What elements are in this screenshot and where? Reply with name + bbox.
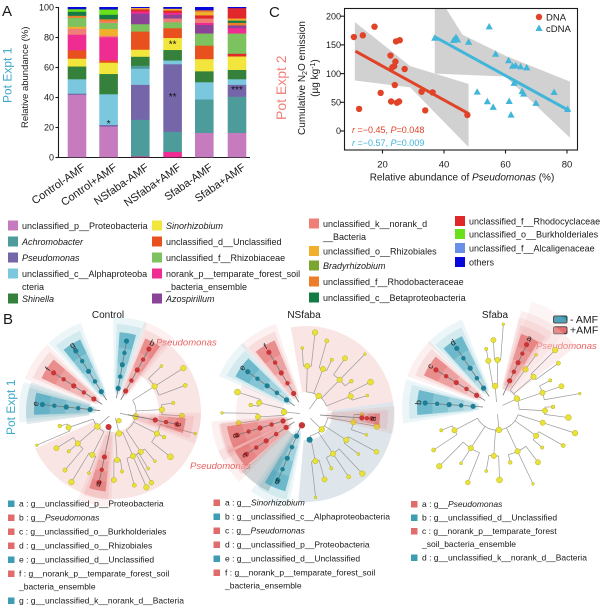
svg-text:a: a bbox=[368, 416, 378, 422]
svg-text:r =−0.45, P=0.048: r =−0.45, P=0.048 bbox=[352, 125, 424, 135]
svg-text:a : g__Sinorhizobium: a : g__Sinorhizobium bbox=[225, 498, 305, 508]
svg-text:g : g__unclassified_k__norank_: g : g__unclassified_k__norank_d__Bacteri… bbox=[19, 596, 184, 606]
svg-text:_bacteria_ensemble: _bacteria_ensemble bbox=[18, 582, 96, 592]
svg-text:f : g__norank_p__temparate_for: f : g__norank_p__temparate_forest_soil bbox=[19, 569, 169, 579]
svg-text:Sinorhizobium: Sinorhizobium bbox=[166, 221, 224, 231]
svg-text:20: 20 bbox=[44, 123, 54, 133]
svg-text:Achromobacter: Achromobacter bbox=[21, 237, 84, 247]
svg-text:60: 60 bbox=[44, 63, 54, 73]
svg-text:r =−0.57, P=0.009: r =−0.57, P=0.009 bbox=[352, 138, 424, 148]
svg-text:150: 150 bbox=[326, 40, 341, 50]
svg-text:unclassified_o__Rhizobiales: unclassified_o__Rhizobiales bbox=[323, 247, 437, 257]
svg-text:unclassified_k__norank_d: unclassified_k__norank_d bbox=[323, 219, 427, 229]
svg-text:50: 50 bbox=[331, 98, 341, 108]
svg-text:200: 200 bbox=[326, 11, 341, 21]
svg-text:e : g__unclassified_d__Unclass: e : g__unclassified_d__Unclassified bbox=[225, 554, 360, 564]
svg-text:unclassified_f__Rhizobiaceae: unclassified_f__Rhizobiaceae bbox=[166, 253, 285, 263]
svg-text:Cumulative N2O emission: Cumulative N2O emission bbox=[297, 21, 309, 135]
svg-text:*: * bbox=[107, 119, 111, 130]
svg-text:**: ** bbox=[169, 92, 177, 103]
svg-text:unclassified_f__Alcaligenaceae: unclassified_f__Alcaligenaceae bbox=[469, 244, 595, 254]
svg-text:b : g__unclassified_d__Unclass: b : g__unclassified_d__Unclassified bbox=[422, 513, 557, 523]
svg-text:40: 40 bbox=[44, 93, 54, 103]
svg-text:c : g__norank_p__temparate_for: c : g__norank_p__temparate_forest bbox=[422, 526, 557, 536]
svg-text:***: *** bbox=[231, 85, 243, 96]
svg-text:d : g__unclassified_o__Rhizobi: d : g__unclassified_o__Rhizobiales bbox=[19, 541, 152, 551]
svg-text:b : g__Pseudomonas: b : g__Pseudomonas bbox=[19, 513, 100, 523]
svg-text:unclassified_d__Unclassified: unclassified_d__Unclassified bbox=[166, 237, 282, 247]
svg-text:+AMF: +AMF bbox=[570, 325, 598, 337]
svg-text:cDNA: cDNA bbox=[546, 24, 571, 35]
svg-text:B: B bbox=[3, 311, 13, 328]
svg-text:__Bacteria: __Bacteria bbox=[322, 232, 366, 242]
svg-text:d : g__unclassified_p__Proteob: d : g__unclassified_p__Proteobacteria bbox=[225, 540, 370, 550]
svg-text:unclassified_o__Burkholderiale: unclassified_o__Burkholderiales bbox=[469, 230, 599, 240]
svg-text:C: C bbox=[269, 4, 280, 21]
svg-text:60: 60 bbox=[500, 160, 511, 171]
svg-text:_bacteria_ensemble: _bacteria_ensemble bbox=[165, 282, 247, 292]
svg-text:Pot Expt 2: Pot Expt 2 bbox=[273, 55, 289, 120]
svg-text:Sfaba: Sfaba bbox=[482, 310, 509, 321]
svg-text:Relative abundance (%): Relative abundance (%) bbox=[20, 27, 31, 128]
svg-text:unclassified_f__Rhodocyclaceae: unclassified_f__Rhodocyclaceae bbox=[469, 217, 600, 227]
svg-text:DNA: DNA bbox=[546, 13, 567, 24]
svg-text:norank_p__temparate_forest_soi: norank_p__temparate_forest_soil bbox=[166, 269, 300, 279]
svg-text:NSfaba: NSfaba bbox=[287, 310, 321, 321]
svg-text:e : g__unclassified_d__Unclass: e : g__unclassified_d__Unclassified bbox=[19, 555, 154, 565]
svg-text:Pot Expt 1: Pot Expt 1 bbox=[4, 379, 18, 435]
svg-text:100: 100 bbox=[326, 69, 341, 79]
svg-text:Pot Expt 1: Pot Expt 1 bbox=[1, 47, 15, 103]
svg-text:cteria: cteria bbox=[22, 282, 44, 292]
svg-text:Shinella: Shinella bbox=[22, 294, 54, 304]
svg-text:0: 0 bbox=[49, 153, 54, 163]
svg-text:c : g__Pseudomonas: c : g__Pseudomonas bbox=[225, 526, 306, 536]
svg-text:80: 80 bbox=[44, 33, 54, 43]
svg-text:100: 100 bbox=[39, 3, 54, 13]
svg-text:**: ** bbox=[169, 40, 177, 51]
svg-text:Relative abundance of Pseudomo: Relative abundance of Pseudomonas (%) bbox=[370, 173, 555, 184]
svg-text:others: others bbox=[469, 258, 495, 268]
svg-text:unclassified_f__Rhodobacterace: unclassified_f__Rhodobacteraceae bbox=[323, 277, 464, 287]
svg-text:40: 40 bbox=[439, 160, 450, 171]
svg-text:Bradyrhizobium: Bradyrhizobium bbox=[323, 261, 386, 271]
svg-text:0: 0 bbox=[336, 126, 341, 136]
svg-text:unclassified_c__Betaproteobact: unclassified_c__Betaproteobacteria bbox=[323, 293, 466, 303]
svg-text:_soil_bacteria_ensemble: _soil_bacteria_ensemble bbox=[421, 539, 516, 549]
svg-text:Azospirillum: Azospirillum bbox=[165, 294, 215, 304]
svg-text:80: 80 bbox=[562, 160, 573, 171]
svg-text:_bacteria_ensemble: _bacteria_ensemble bbox=[224, 581, 302, 591]
svg-text:a : g__unclassified_p__Proteob: a : g__unclassified_p__Proteobacteria bbox=[19, 499, 164, 509]
svg-text:unclassified_p__Proteobacteria: unclassified_p__Proteobacteria bbox=[22, 221, 148, 231]
svg-text:A: A bbox=[2, 3, 12, 20]
svg-text:unclassified_c__Alphaproteoba: unclassified_c__Alphaproteoba bbox=[22, 269, 147, 279]
svg-text:b : g__unclassified_c__Alphapr: b : g__unclassified_c__Alphaproteobacter… bbox=[225, 512, 390, 522]
svg-text:f : g__norank_p__temparate_for: f : g__norank_p__temparate_forest_soil bbox=[225, 568, 375, 578]
svg-text:a : g__Pseudomonas: a : g__Pseudomonas bbox=[422, 499, 503, 509]
svg-text:d : g__unclassified_k__norank_: d : g__unclassified_k__norank_d__Bacteri… bbox=[422, 553, 587, 563]
svg-text:c : g__unclassified_o__Burkhol: c : g__unclassified_o__Burkholderiales bbox=[19, 527, 166, 537]
svg-text:Pseudomonas: Pseudomonas bbox=[22, 253, 80, 263]
svg-text:b: b bbox=[413, 400, 423, 406]
svg-text:20: 20 bbox=[377, 160, 388, 171]
